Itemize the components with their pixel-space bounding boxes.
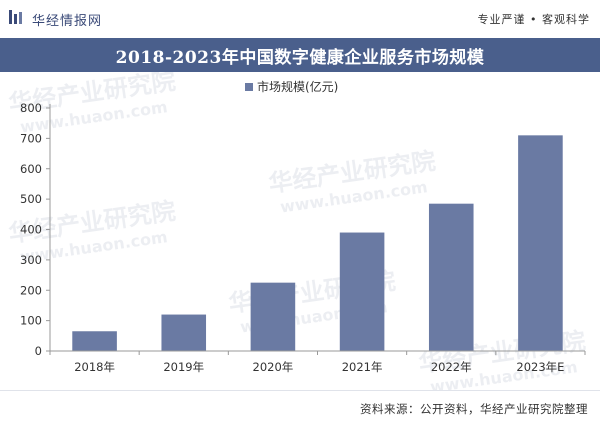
- bar: [161, 314, 207, 351]
- chart-legend: 市场规模(亿元): [245, 79, 338, 94]
- bar: [339, 232, 385, 351]
- title-band: 2018-2023年中国数字健康企业服务市场规模: [0, 38, 600, 72]
- y-tick-label: 500: [20, 192, 42, 206]
- y-tick-label: 300: [20, 253, 42, 267]
- y-tick-label: 400: [20, 223, 42, 237]
- bar-chart: 华经产业研究院www.huaon.com华经产业研究院www.huaon.com…: [7, 67, 587, 397]
- y-axis: 0 100 200 300 400 500 600 700 800: [20, 101, 51, 358]
- chart-title: 2018-2023年中国数字健康企业服务市场规模: [115, 47, 485, 68]
- bar: [72, 331, 117, 351]
- y-tick-label: 200: [20, 283, 42, 297]
- x-tick-label: 2022年: [431, 360, 472, 374]
- footer: 资料来源：公开资料，华经产业研究院整理: [0, 390, 600, 426]
- brand: 华经情报网: [8, 9, 102, 29]
- x-tick-label: 2019年: [163, 360, 204, 374]
- y-tick-label: 100: [20, 314, 42, 328]
- brand-logo-icon: [8, 9, 26, 29]
- bars: [72, 135, 563, 351]
- y-tick-label: 0: [35, 344, 42, 358]
- bar: [250, 282, 296, 351]
- legend-swatch: [245, 83, 253, 91]
- tagline: 专业严谨 • 客观科学: [477, 13, 590, 26]
- x-tick-label: 2023年E: [516, 360, 564, 374]
- top-bar: 华经情报网 专业严谨 • 客观科学: [0, 0, 600, 38]
- source-note: 资料来源：公开资料，华经产业研究院整理: [360, 401, 588, 416]
- x-tick-label: 2021年: [342, 360, 383, 374]
- y-tick-label: 700: [20, 131, 42, 145]
- y-tick-label: 800: [20, 101, 42, 115]
- bar: [518, 135, 563, 351]
- x-tick-label: 2018年: [74, 360, 115, 374]
- x-axis: 2018年 2019年 2020年 2021年 2022年 2023年E: [49, 350, 586, 374]
- y-tick-label: 600: [20, 162, 42, 176]
- bar: [428, 203, 474, 351]
- brand-name: 华经情报网: [32, 13, 103, 29]
- x-tick-label: 2020年: [253, 360, 294, 374]
- chart-area: 华经产业研究院 www.huaon.com 华经产业研究院 www.huaon.com…: [0, 67, 600, 397]
- legend-label: 市场规模(亿元): [257, 79, 338, 94]
